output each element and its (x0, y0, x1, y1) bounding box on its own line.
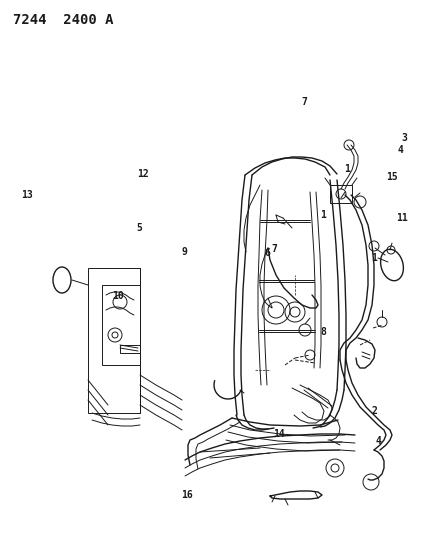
Text: 3: 3 (401, 133, 407, 143)
Text: 11: 11 (396, 213, 408, 223)
Text: 12: 12 (137, 169, 149, 179)
Text: 5: 5 (136, 223, 142, 233)
Text: 1: 1 (344, 165, 350, 174)
Text: 6: 6 (265, 248, 270, 258)
Text: 8: 8 (320, 327, 326, 337)
Text: 7: 7 (271, 244, 277, 254)
Text: 1: 1 (372, 253, 377, 263)
Text: 15: 15 (386, 172, 398, 182)
Bar (120, 345, 140, 353)
Text: 2: 2 (372, 407, 377, 416)
Text: 7: 7 (301, 98, 307, 107)
Text: 7244  2400 A: 7244 2400 A (13, 13, 113, 27)
Text: 4: 4 (376, 437, 382, 446)
Text: 16: 16 (181, 490, 193, 499)
Bar (330, 185, 352, 203)
Bar (102, 285, 140, 365)
Text: 10: 10 (112, 291, 124, 301)
Text: 14: 14 (273, 429, 285, 439)
Text: 1: 1 (320, 211, 326, 220)
Bar (88, 268, 140, 413)
Text: 4: 4 (397, 146, 403, 155)
Text: 13: 13 (21, 190, 33, 199)
Text: 9: 9 (182, 247, 188, 257)
